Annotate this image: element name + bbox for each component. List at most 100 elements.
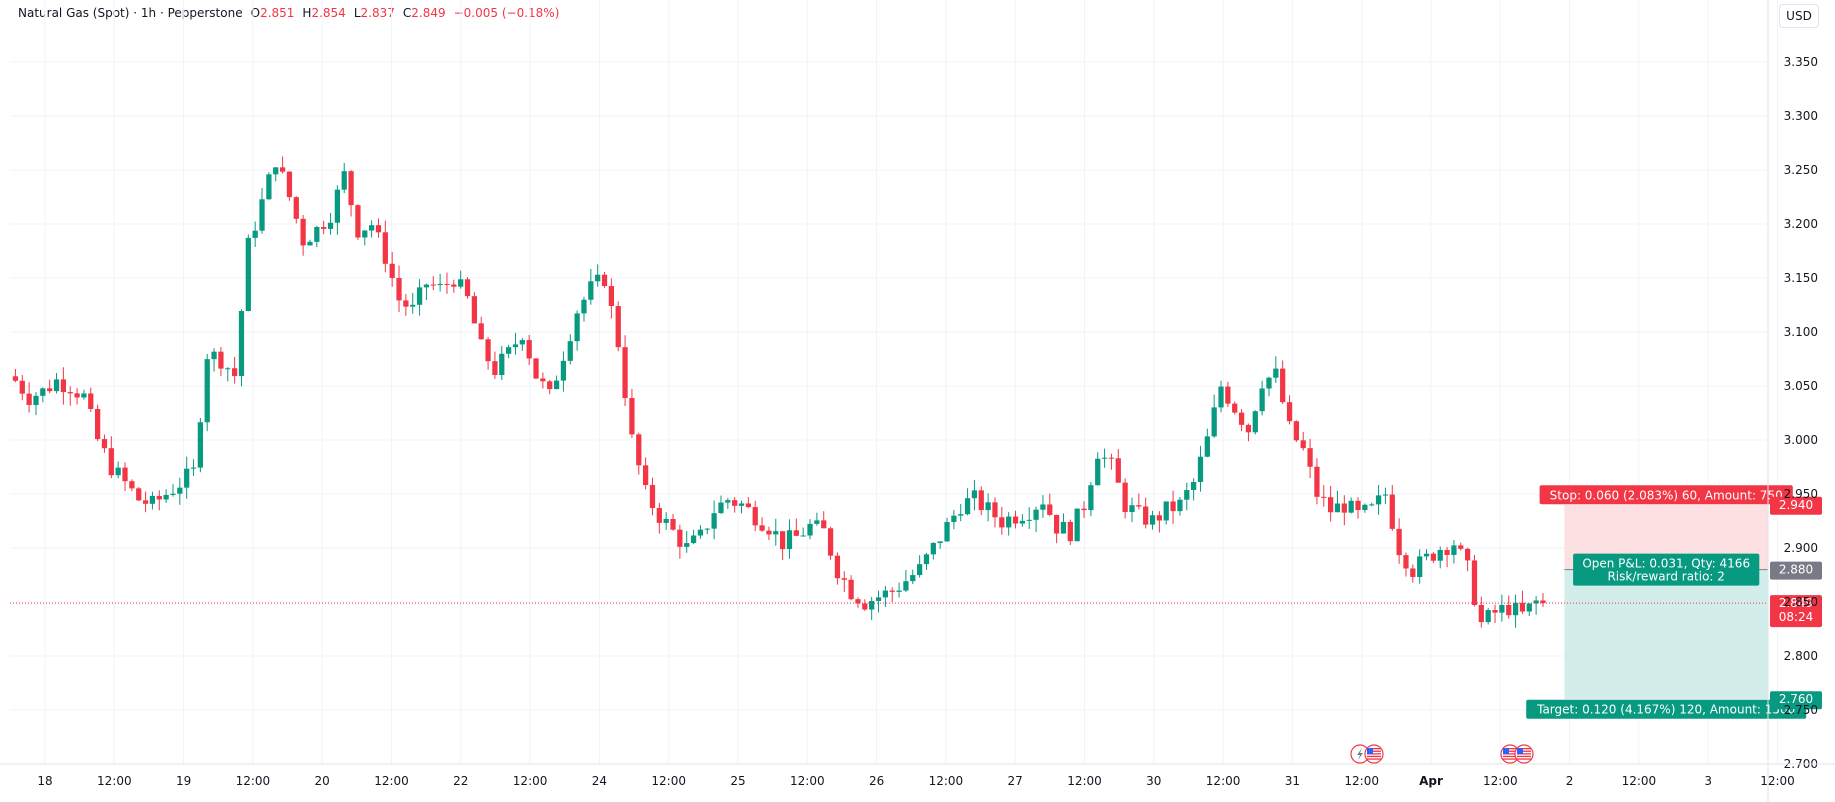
candle-up [690, 529, 697, 545]
candle-body [1232, 403, 1238, 413]
candle-up [964, 488, 971, 516]
candle-down [60, 367, 66, 405]
candle-down [827, 526, 834, 560]
price-tick-label: 3.200 [1784, 217, 1818, 231]
candle-up [882, 585, 888, 607]
target-label-bg [1526, 699, 1807, 719]
candle-up [170, 484, 176, 497]
candle-body [163, 494, 169, 500]
time-tick-label: 31 [1285, 774, 1300, 788]
flag-stripe [1367, 748, 1381, 750]
flag-stripe [1367, 755, 1381, 758]
candle-body [396, 278, 402, 301]
candle-body [814, 520, 820, 524]
price-tick-label: 2.900 [1784, 541, 1818, 555]
candle-down [485, 336, 491, 370]
candle-up [40, 387, 46, 403]
flag-canton [1517, 748, 1523, 754]
time-tick-label: 12:00 [1483, 774, 1518, 788]
candle-body [33, 395, 39, 405]
candle-body [293, 197, 299, 219]
time-tick-label: 19 [176, 774, 191, 788]
candle-body [773, 531, 779, 535]
candle-body [1328, 497, 1334, 513]
candle-down [300, 214, 306, 256]
price-tick-label: 2.800 [1784, 649, 1818, 663]
candle-down [108, 436, 114, 479]
candle-up [560, 351, 567, 392]
flag-stripe [1517, 748, 1531, 750]
candle-up [903, 569, 909, 592]
time-tick-label: 27 [1008, 774, 1023, 788]
candle-down [67, 386, 73, 406]
candle-down [1122, 478, 1128, 519]
candle-down [451, 279, 457, 293]
candle-body [882, 590, 888, 598]
flag-stripe [1367, 753, 1381, 755]
candle-up [800, 527, 806, 537]
candle-up [177, 477, 183, 505]
candle-body [314, 226, 320, 242]
candle-down [608, 278, 614, 319]
candle-body [1369, 504, 1375, 506]
candle-body [300, 218, 306, 246]
candle-up [917, 555, 923, 578]
candle-down [1143, 497, 1149, 529]
candle-down [1170, 490, 1176, 524]
candle-body [1375, 495, 1382, 505]
price-axis: 3.350 3.300 3.250 3.200 3.150 3.100 3.050 3.000… [1767, 0, 1818, 802]
price-tick-label: 2.750 [1784, 703, 1818, 717]
candle-up [985, 493, 991, 522]
stop-label-bg [1539, 485, 1793, 505]
time-tick-label: 12:00 [790, 774, 825, 788]
candle-up [1019, 514, 1025, 527]
candle-body [999, 517, 1005, 528]
candle-down [1225, 381, 1231, 407]
entry-price-badge-bg [1770, 561, 1822, 580]
candle-down [732, 496, 738, 513]
candle-body [889, 590, 895, 592]
time-tick-label: 24 [592, 774, 607, 788]
candle-up [1423, 549, 1430, 561]
candle-body [615, 306, 621, 348]
candle-body [738, 503, 745, 506]
time-tick-label: 18 [37, 774, 52, 788]
candle-body [711, 513, 717, 529]
flag-stripe [1367, 750, 1381, 752]
candle-body [1293, 421, 1299, 441]
candle-up [896, 582, 902, 598]
candle-body [1465, 548, 1471, 561]
currency-button[interactable]: USD [1779, 4, 1819, 28]
candle-up [1074, 508, 1080, 542]
candle-body [81, 393, 87, 398]
candle-down [492, 351, 498, 379]
candle-body [821, 520, 827, 529]
candle-body [1047, 504, 1053, 515]
candle-body [1286, 402, 1293, 422]
candle-body [1341, 503, 1347, 513]
candle-up [951, 509, 957, 530]
candle-body [1540, 600, 1546, 604]
candle-body [204, 359, 210, 423]
candle-body [923, 554, 930, 565]
candle-body [629, 398, 635, 435]
candle-down [999, 506, 1005, 535]
candle-body [307, 241, 313, 246]
candle-down [855, 597, 861, 608]
candle-up [1033, 506, 1039, 533]
candle-body [26, 393, 32, 405]
candle-body [1081, 508, 1087, 511]
candle-body [1355, 500, 1361, 511]
us-flag-icon [1364, 744, 1384, 764]
candle-body [1512, 602, 1519, 616]
candle-body [1163, 501, 1169, 521]
candle-body [533, 358, 539, 379]
candle-down [444, 272, 450, 294]
candle-up [307, 239, 313, 246]
candle-down [780, 531, 786, 560]
candle-body [369, 225, 375, 231]
time-tick-label: 3 [1704, 774, 1712, 788]
candle-up [1177, 497, 1183, 516]
